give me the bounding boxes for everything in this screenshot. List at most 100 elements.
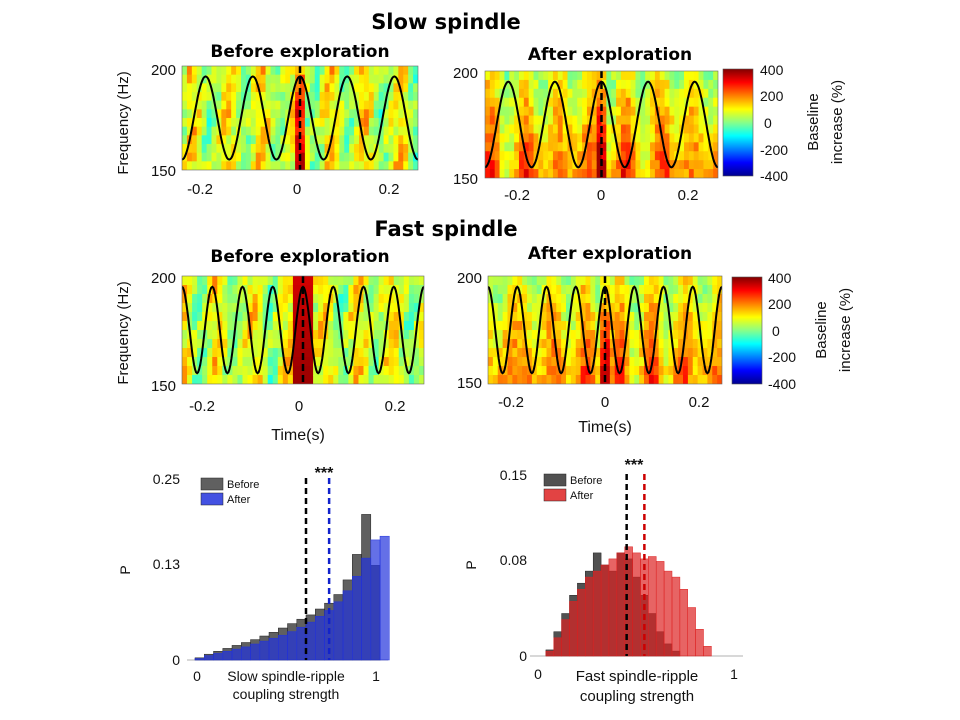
x-tick-neg02: -0.2	[187, 181, 213, 198]
spectrogram-cell	[517, 339, 523, 349]
spectrogram-cell	[282, 330, 289, 340]
spectrogram-cell	[659, 115, 666, 126]
spectrogram-cell	[250, 161, 257, 170]
colorbar-tick-0: 0	[772, 323, 780, 339]
spectrogram-cell	[280, 118, 286, 128]
spectrogram-cell	[408, 83, 414, 93]
spectrogram-cell	[207, 357, 213, 367]
spectrogram-cell	[292, 312, 299, 322]
spectrogram-cell	[504, 97, 510, 108]
spectrogram-cell	[492, 366, 499, 376]
spectrogram-cell	[329, 109, 336, 119]
spectrogram-cell	[492, 276, 499, 286]
spectrogram-cell	[388, 366, 395, 376]
spectrogram-cell	[265, 118, 272, 128]
spectrogram-cell	[577, 97, 583, 108]
spectrogram-cell	[338, 348, 344, 358]
spectrogram-cell	[567, 151, 573, 161]
hist-y-label: P	[117, 565, 133, 574]
colorbar-gradient	[731, 276, 763, 385]
spectrogram-cell	[601, 151, 607, 161]
spectrogram-cell	[614, 375, 621, 384]
spectrogram-cell	[570, 312, 577, 322]
spectrogram-cell	[552, 71, 559, 81]
spectrogram-cell	[517, 366, 523, 376]
spectrogram-cell	[556, 303, 562, 313]
legend-swatch	[200, 492, 224, 506]
spectrogram-cell	[640, 115, 646, 126]
spectrogram-cell	[393, 312, 400, 322]
spectrogram-cell	[339, 144, 345, 154]
spectrogram-cell	[606, 133, 612, 143]
spectrogram-cell	[650, 71, 656, 81]
legend-label: After	[227, 494, 251, 506]
spectrogram-cell	[339, 92, 345, 102]
spectrogram-slow-after	[484, 70, 719, 179]
spectrogram-cell	[630, 151, 637, 161]
spectrogram-cell	[245, 144, 252, 154]
spectrogram-cell	[272, 321, 279, 331]
spectrogram-cell	[620, 133, 627, 143]
spectrogram-cell	[206, 66, 213, 76]
spectrogram-cell	[403, 330, 410, 340]
spectrogram-cell	[383, 375, 390, 384]
spectrogram-cell	[512, 321, 518, 331]
spectrogram-cell	[363, 126, 370, 136]
spectrogram-cell	[692, 366, 699, 376]
spectrogram-cell	[644, 330, 650, 340]
spectrogram-cell	[257, 330, 264, 340]
spectrogram-cell	[295, 100, 301, 110]
spectrogram-cell	[653, 312, 660, 322]
spectrogram-cell	[619, 348, 626, 358]
spectrogram-cell	[275, 92, 281, 102]
histogram-bar-after	[561, 619, 570, 657]
spectrogram-cell	[280, 144, 286, 154]
spectrogram-cell	[644, 348, 650, 358]
histogram-bar-after	[608, 558, 618, 657]
spectrogram-cell	[552, 79, 559, 90]
spectrogram-cell	[644, 303, 650, 313]
spectrogram-cell	[383, 100, 390, 110]
spectrogram-cell	[538, 169, 544, 178]
spectrogram-cell	[348, 294, 355, 304]
spectrogram-cell	[285, 100, 291, 110]
spectrogram-cell	[292, 285, 299, 295]
spectrogram-cell	[270, 74, 277, 84]
spectrogram-cell	[552, 160, 559, 170]
spectrogram-cell	[512, 294, 518, 304]
spectrogram-cell	[363, 375, 370, 384]
spectrogram-cell	[304, 66, 311, 76]
spectrogram-cell	[693, 106, 700, 117]
spectrogram-cell	[262, 312, 269, 322]
spectrogram-cell	[567, 133, 573, 143]
spectrogram-cell	[596, 71, 603, 81]
spectrogram-cell	[413, 339, 420, 349]
spectrogram-cell	[664, 124, 671, 135]
spectrogram-cell	[358, 366, 365, 376]
hist-y-tick: 0.25	[153, 471, 180, 487]
spectrogram-cell	[644, 294, 650, 304]
spectrogram-cell	[687, 276, 694, 286]
spectrogram-cell	[318, 366, 324, 376]
spectrogram-cell	[413, 348, 420, 358]
spectrogram-cell	[528, 124, 535, 135]
spectrogram-cell	[309, 135, 316, 145]
histogram-bar-after	[333, 601, 344, 661]
spectrogram-cell	[265, 92, 272, 102]
spectrogram-cell	[538, 151, 544, 161]
spectrogram-cell	[403, 74, 409, 84]
spectrogram-cell	[614, 330, 621, 340]
spectrogram-cell	[557, 160, 564, 170]
spectrogram-cell	[250, 83, 257, 93]
spectrogram-cell	[634, 303, 640, 313]
spectrogram-cell	[339, 109, 345, 119]
spectrogram-cell	[557, 124, 564, 135]
spectrogram-cell	[566, 348, 572, 358]
spectrogram-cell	[313, 312, 319, 322]
spectrogram-cell	[348, 330, 355, 340]
spectrogram-cell	[408, 348, 415, 358]
histogram-bar-after	[663, 570, 673, 657]
colorbar-fast: 400 200 0 -200 -400 Baseline increase (%…	[731, 270, 854, 392]
x-tick-02: 0.2	[385, 398, 406, 415]
spectrogram-cell	[275, 118, 281, 128]
